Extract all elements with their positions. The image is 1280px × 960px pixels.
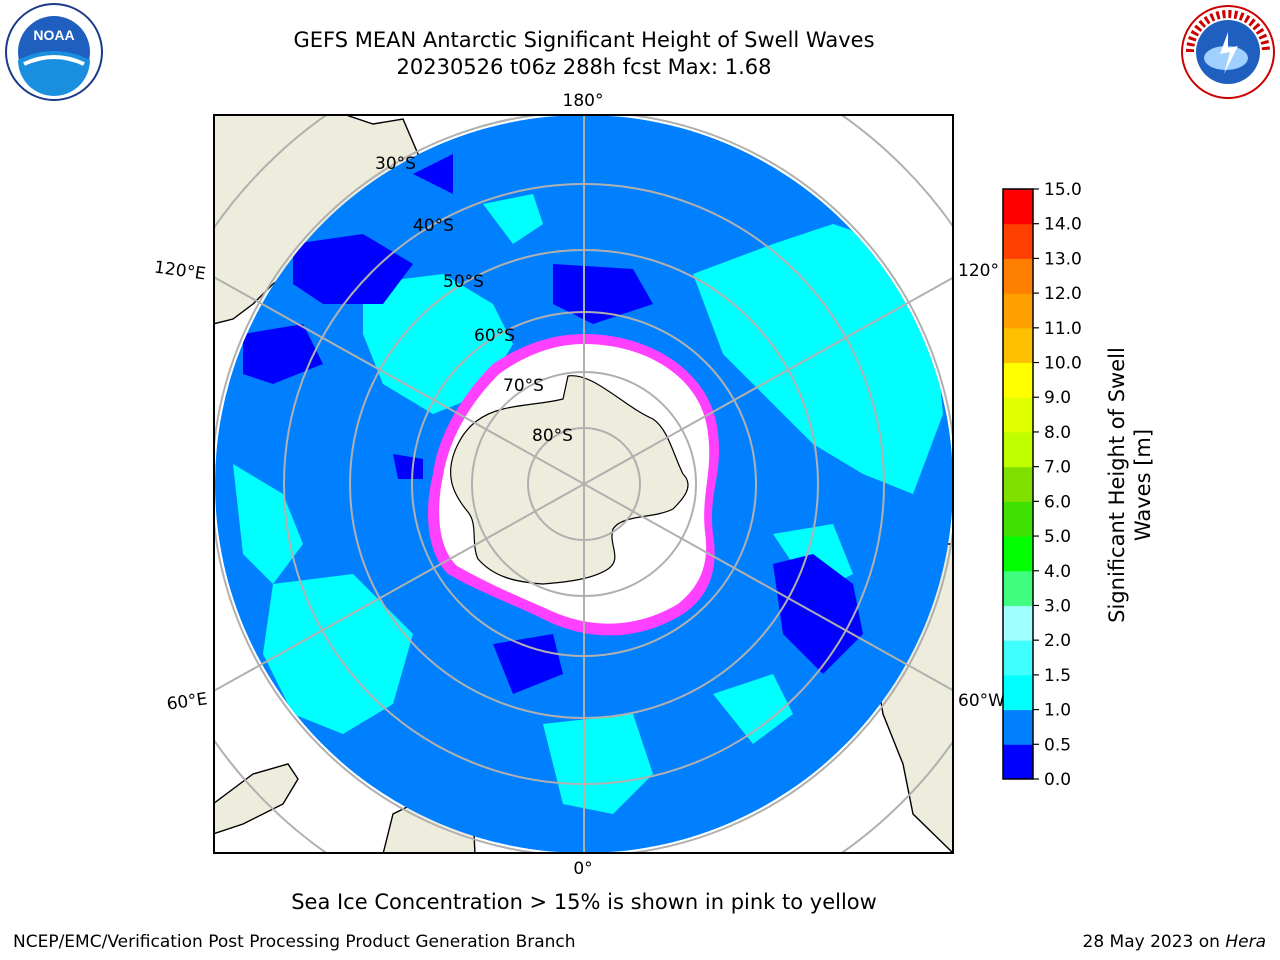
lon-label-120e: 120°E (153, 257, 207, 284)
colorbar-tick-label: 2.0 (1044, 631, 1071, 651)
colorbar-band (1003, 431, 1033, 468)
colorbar-band (1003, 640, 1033, 676)
lon-label-120w: 120° (958, 261, 999, 281)
swell-low-patches (243, 154, 863, 694)
colorbar-tick-label: 4.0 (1044, 562, 1071, 582)
footer-date: 28 May 2023 on Hera (1082, 932, 1267, 952)
swell-high-patches (233, 194, 943, 814)
colorbar: 0.0 0.5 1.0 1.5 2.0 3.0 4.0 5.0 6.0 7.0 8.0 9.0 10.0… (1002, 180, 1082, 790)
antarctica-land (449, 375, 689, 585)
colorbar-band (1003, 189, 1033, 225)
colorbar-band (1003, 605, 1033, 641)
madagascar-land (213, 763, 299, 835)
colorbar-tick-label: 8.0 (1044, 423, 1071, 443)
colorbar-band (1003, 570, 1033, 606)
svg-text:NOAA: NOAA (33, 27, 74, 43)
colorbar-band (1003, 501, 1033, 537)
sea-ice-note: Sea Ice Concentration > 15% is shown in … (291, 890, 877, 914)
colorbar-band (1003, 536, 1033, 572)
polar-stereographic-map: 30°S 40°S 50°S 60°S 70°S 80°S (213, 114, 954, 854)
colorbar-tick-label: 11.0 (1044, 319, 1082, 339)
colorbar-tick-label: 14.0 (1044, 215, 1082, 235)
colorbar-tick-label: 1.0 (1044, 701, 1071, 721)
lat-label-80s: 80°S (532, 426, 573, 446)
colorbar-tick-label: 15.0 (1044, 180, 1082, 200)
map-frame (213, 114, 954, 854)
colorbar-band (1003, 744, 1033, 780)
lat-label-70s: 70°S (503, 376, 544, 396)
colorbar-band (1003, 466, 1033, 502)
lon-label-180: 180° (563, 91, 604, 111)
noaa-logo: NOAA (5, 3, 103, 101)
lat-label-50s: 50°S (443, 272, 484, 292)
lat-label-40s: 40°S (413, 216, 454, 236)
colorbar-band (1003, 362, 1033, 398)
colorbar-band (1003, 258, 1033, 294)
plot-subtitle: 20230526 t06z 288h fcst Max: 1.68 (396, 55, 772, 79)
colorbar-band (1003, 674, 1033, 711)
colorbar-tick-label: 0.0 (1044, 770, 1071, 790)
lat-label-30s: 30°S (375, 154, 416, 174)
colorbar-tick-label: 12.0 (1044, 284, 1082, 304)
lon-label-60e: 60°E (166, 689, 209, 714)
colorbar-band (1003, 327, 1033, 364)
colorbar-tick-label: 0.5 (1044, 735, 1071, 755)
colorbar-tick-label: 7.0 (1044, 458, 1071, 478)
colorbar-band (1003, 223, 1033, 259)
colorbar-tick-label: 10.0 (1044, 354, 1082, 374)
lat-label-60s: 60°S (474, 326, 515, 346)
colorbar-tick-label: 1.5 (1044, 666, 1071, 686)
colorbar-band (1003, 293, 1033, 329)
colorbar-band (1003, 709, 1033, 745)
colorbar-tick-label: 3.0 (1044, 596, 1071, 616)
colorbar-tick-label: 6.0 (1044, 492, 1071, 512)
footer-branch: NCEP/EMC/Verification Post Processing Pr… (13, 932, 576, 952)
colorbar-tick-label: 9.0 (1044, 388, 1071, 408)
colorbar-tick-label: 13.0 (1044, 249, 1082, 269)
plot-title: GEFS MEAN Antarctic Significant Height o… (293, 28, 875, 52)
colorbar-band (1003, 397, 1033, 433)
nws-logo (1181, 5, 1275, 99)
colorbar-tick-label: 5.0 (1044, 527, 1071, 547)
graticule (213, 114, 954, 854)
lon-label-0: 0° (573, 859, 592, 879)
colorbar-label: Significant Height of Swell Waves [m] (1105, 347, 1155, 623)
